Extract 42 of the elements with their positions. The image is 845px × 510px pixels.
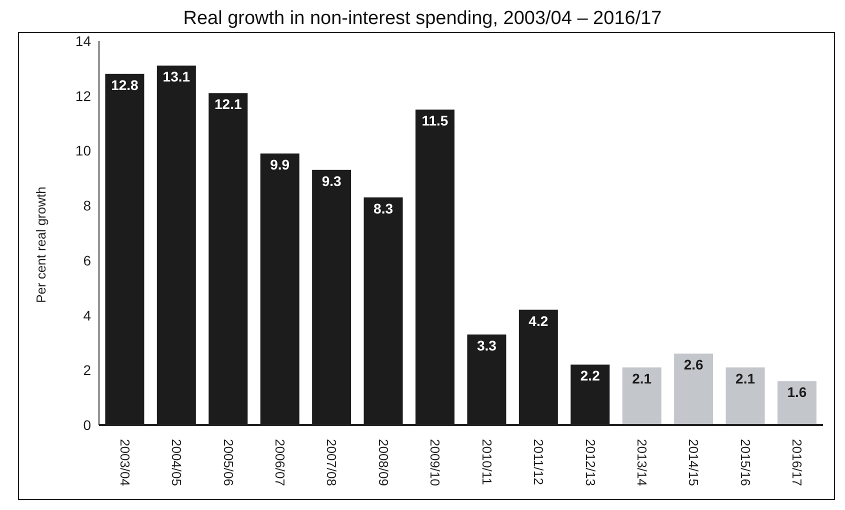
data-label: 2.6 [684,356,704,373]
y-tick-label: 4 [83,307,92,324]
data-label: 9.3 [322,172,342,189]
data-label: 3.3 [476,337,497,354]
x-tick-label: 2012/13 [582,439,598,486]
data-label: 9.9 [270,156,290,172]
bar [622,367,662,425]
x-tick-label: 2016/17 [790,439,805,486]
x-tick-label: 2006/07 [272,439,288,486]
data-label: 12.8 [111,76,139,93]
x-tick-label: 2010/11 [479,439,494,486]
y-tick-label: 2 [83,362,92,378]
y-tick-label: 10 [75,142,92,159]
x-tick-label: 2009/10 [428,439,443,486]
y-tick-label: 14 [75,32,92,49]
x-tick-label: 2008/09 [376,439,391,486]
bar [674,354,714,425]
y-tick-label: 12 [75,88,92,104]
data-label: 11.5 [422,112,448,129]
x-tick-label: 2004/05 [169,439,184,486]
x-tick-label: 2014/15 [686,439,702,486]
x-tick-label: 2015/16 [738,439,753,486]
x-tick-label: 2005/06 [220,439,236,486]
y-axis-title: Per cent real growth [34,186,49,303]
data-label: 2.1 [736,370,756,386]
x-tick-label: 2003/04 [117,439,132,486]
data-label: 4.2 [528,312,548,329]
bar [726,367,765,425]
data-label: 12.1 [214,96,242,112]
data-label: 2.1 [632,370,652,386]
data-label: 1.6 [787,384,807,400]
x-tick-label: 2007/08 [324,439,340,486]
bar [777,381,816,425]
x-tick-label: 2013/14 [634,439,650,486]
y-tick-label: 0 [83,416,92,433]
data-label: 13.1 [162,68,190,85]
chart-title: Real growth in non-interest spending, 2003/04 – 2016/17 [182,8,663,31]
data-label: 8.3 [374,200,394,216]
y-tick-label: 6 [83,252,92,268]
data-label: 2.2 [580,368,600,384]
x-tick-label: 2011/12 [531,439,546,486]
y-tick-label: 8 [83,198,92,214]
